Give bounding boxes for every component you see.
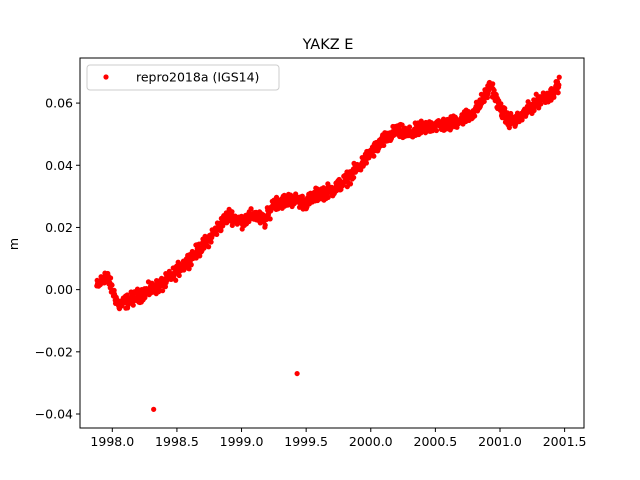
data-point — [351, 174, 357, 181]
data-point — [229, 209, 235, 215]
data-point — [433, 127, 440, 134]
data-point — [176, 272, 182, 279]
x-tick-label: 2000.0 — [349, 434, 393, 449]
data-point — [248, 206, 254, 212]
data-point — [218, 227, 224, 233]
data-point — [160, 288, 166, 294]
data-point — [325, 194, 331, 200]
data-point — [108, 275, 114, 281]
plot-data-layer — [94, 74, 562, 412]
data-point — [111, 287, 117, 293]
y-tick-label: 0.04 — [45, 158, 73, 173]
data-point — [347, 181, 354, 187]
data-point — [491, 87, 497, 93]
plot-frame — [79, 57, 585, 429]
data-point — [555, 90, 561, 96]
outlier-point — [151, 406, 157, 412]
outlier-point — [294, 370, 300, 377]
data-point — [109, 282, 115, 288]
data-point — [206, 244, 212, 250]
data-point — [502, 105, 508, 111]
data-point — [267, 216, 273, 222]
x-tick-label: 1999.0 — [220, 434, 264, 449]
x-tick-label: 2000.5 — [414, 434, 458, 449]
y-tick-label: 0.00 — [45, 282, 73, 297]
y-tick-label: −0.02 — [35, 344, 73, 359]
x-tick-label: 2001.5 — [543, 434, 587, 449]
data-point — [173, 277, 179, 283]
data-point — [472, 113, 478, 119]
y-tick-label: −0.04 — [35, 407, 73, 422]
x-tick-label: 1999.5 — [284, 434, 328, 449]
data-point — [381, 142, 387, 149]
x-tick-label: 1998.5 — [155, 434, 199, 449]
x-tick-label: 2001.0 — [478, 434, 522, 449]
data-point — [101, 280, 107, 286]
x-tick-label: 1998.0 — [90, 434, 134, 449]
data-point — [162, 284, 169, 290]
data-point — [186, 266, 192, 272]
axes-layer: 1998.0 1998.5 1999.0 1999.5 2000.0 2000.5 2001… — [35, 57, 587, 449]
data-point — [531, 107, 537, 114]
data-point — [481, 98, 487, 105]
data-point — [406, 124, 413, 130]
y-axis-label: m — [6, 238, 21, 250]
data-point — [371, 153, 377, 159]
data-point — [208, 239, 214, 245]
data-point — [262, 222, 268, 228]
data-point — [197, 253, 203, 259]
chart-title: YAKZ E — [302, 37, 354, 53]
data-point — [556, 74, 562, 80]
data-point — [498, 101, 504, 107]
y-tick-label: 0.02 — [45, 220, 73, 235]
data-point — [188, 262, 194, 268]
data-point — [556, 82, 562, 88]
y-tick-label: 0.06 — [45, 96, 73, 111]
data-point — [538, 101, 544, 107]
legend: repro2018a (IGS14) — [86, 64, 280, 91]
data-point — [551, 94, 557, 100]
data-point — [490, 81, 496, 87]
legend-frame — [86, 64, 280, 91]
data-point — [519, 117, 525, 123]
legend-label: repro2018a (IGS14) — [136, 70, 259, 85]
data-point — [156, 289, 162, 295]
data-point — [363, 160, 370, 166]
data-point — [536, 105, 542, 111]
data-point — [130, 302, 136, 308]
data-point — [399, 122, 405, 128]
legend-marker — [103, 74, 109, 80]
data-point — [214, 231, 220, 238]
